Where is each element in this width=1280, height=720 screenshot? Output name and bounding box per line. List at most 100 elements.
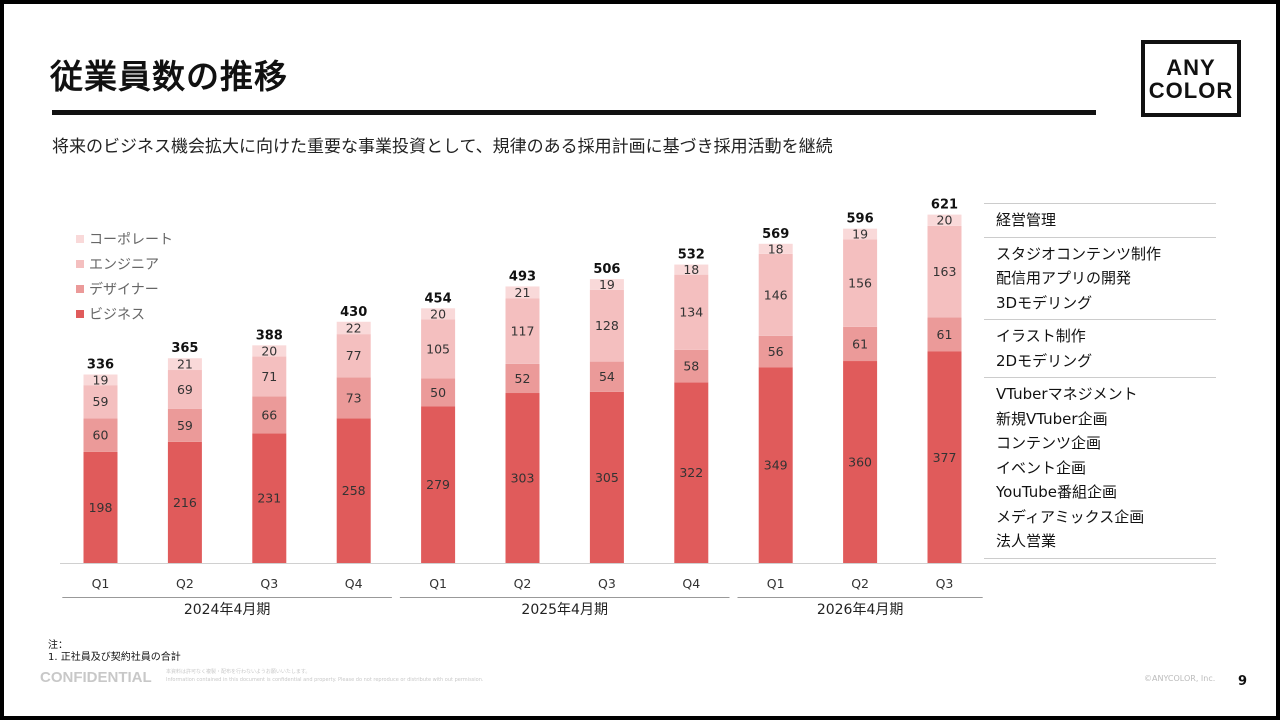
subtitle: 将来のビジネス機会拡大に向けた重要な事業投資として、規律のある採用計画に基づき採… xyxy=(52,137,833,157)
footnotes: 注： 1. 正社員及び契約社員の合計 xyxy=(48,640,181,664)
bar-segment xyxy=(167,408,202,442)
bar-segment xyxy=(336,321,371,335)
segment-value-label: 77 xyxy=(346,348,362,363)
bar-total-label: 365 xyxy=(171,341,198,356)
x-tick-label: Q3 xyxy=(598,576,616,591)
note-1: 1. 正社員及び契約社員の合計 xyxy=(48,652,181,663)
slide: 従業員数の推移 ANY COLOR 将来のビジネス機会拡大に向けた重要な事業投資… xyxy=(4,4,1276,716)
bar-segment xyxy=(336,334,371,378)
bar-segment xyxy=(167,370,202,409)
bar-segment xyxy=(843,239,878,327)
bar-total-label: 596 xyxy=(847,212,874,227)
category-item: 経営管理 xyxy=(996,211,1057,229)
bar-segment xyxy=(843,326,878,362)
bar-segment xyxy=(167,358,202,371)
legend-swatch-corporate xyxy=(76,234,84,243)
x-tick-label: Q4 xyxy=(345,576,363,591)
category-group-designer: イラスト制作 2Dモデリング xyxy=(984,319,1216,377)
period-label: 2024年4月期 xyxy=(184,602,271,618)
bar-segment xyxy=(252,396,287,434)
copyright: ©ANYCOLOR, Inc. xyxy=(1144,674,1216,683)
segment-value-label: 19 xyxy=(599,277,615,292)
bar-segment xyxy=(252,356,287,397)
bar-segment xyxy=(843,228,878,240)
bar-segment xyxy=(83,451,118,563)
category-panel-bottom-rule xyxy=(984,557,1216,559)
logo-line2: COLOR xyxy=(1148,77,1234,103)
bar-segment xyxy=(421,308,456,320)
category-group-corporate: 経営管理 xyxy=(984,203,1216,237)
bar-segment xyxy=(758,253,793,336)
bar-total-label: 454 xyxy=(425,291,452,306)
legend-item-engineer: エンジニア xyxy=(76,251,173,276)
bar-total-label: 569 xyxy=(762,227,789,242)
segment-value-label: 117 xyxy=(511,324,535,339)
bar-segment xyxy=(505,393,540,563)
category-item: 3Dモデリング xyxy=(996,293,1093,312)
segment-value-label: 231 xyxy=(257,491,281,506)
category-item: メディアミックス企画 xyxy=(996,507,1145,526)
bar-segment xyxy=(83,385,118,419)
bar-segment xyxy=(83,374,118,386)
segment-value-label: 52 xyxy=(515,371,531,386)
bar-segment xyxy=(83,418,118,452)
bar-segment xyxy=(589,391,624,563)
bar-segment xyxy=(674,382,709,563)
category-item: 2Dモデリング xyxy=(996,351,1093,370)
segment-value-label: 163 xyxy=(933,264,957,279)
segment-value-label: 20 xyxy=(430,306,446,321)
logo-line1: ANY xyxy=(1166,54,1216,80)
page-number: 9 xyxy=(1238,674,1248,689)
bar-segment xyxy=(589,289,624,362)
bar-segment xyxy=(674,349,709,383)
bar-segment xyxy=(252,433,287,563)
note-heading: 注： xyxy=(48,640,68,651)
bar-segment xyxy=(589,279,624,290)
segment-value-label: 216 xyxy=(173,495,197,510)
x-tick-label: Q3 xyxy=(936,576,954,591)
x-tick-label: Q1 xyxy=(767,576,785,591)
segment-value-label: 360 xyxy=(848,455,872,470)
segment-value-label: 21 xyxy=(515,285,531,300)
x-tick-label: Q2 xyxy=(514,576,532,591)
bar-segment xyxy=(421,378,456,407)
legend-item-designer: デザイナー xyxy=(76,276,173,301)
legend-label-business: ビジネス xyxy=(89,306,145,323)
segment-value-label: 19 xyxy=(852,226,868,241)
segment-value-label: 18 xyxy=(768,241,784,256)
segment-value-label: 54 xyxy=(599,369,615,384)
bar-segment xyxy=(927,225,962,318)
segment-value-label: 21 xyxy=(177,357,193,372)
category-item: VTuberマネジメント xyxy=(996,385,1138,403)
segment-value-label: 50 xyxy=(430,385,446,400)
bar-segment xyxy=(927,317,962,352)
bar-segment xyxy=(421,319,456,379)
bar-segment xyxy=(674,264,709,275)
confidential-disclaimer-ja: 本資料は許可なく複製・配布を行わないようお願いいたします。 xyxy=(166,669,311,675)
category-item: 配信用アプリの開発 xyxy=(996,269,1132,287)
bar-total-label: 388 xyxy=(256,328,283,343)
segment-value-label: 60 xyxy=(93,428,109,443)
x-tick-label: Q2 xyxy=(176,576,194,591)
bar-total-label: 532 xyxy=(678,248,705,263)
x-tick-label: Q1 xyxy=(429,576,447,591)
bar-segment xyxy=(336,418,371,563)
chart-legend: コーポレート エンジニア デザイナー ビジネス xyxy=(76,226,173,326)
category-item: スタジオコンテンツ制作 xyxy=(996,244,1162,263)
category-group-business: VTuberマネジメント 新規VTuber企画 コンテンツ企画 イベント企画 Y… xyxy=(984,377,1216,558)
category-item: 法人営業 xyxy=(996,532,1057,550)
segment-value-label: 61 xyxy=(937,327,953,342)
x-tick-label: Q1 xyxy=(92,576,110,591)
legend-swatch-designer xyxy=(76,284,84,293)
legend-label-corporate: コーポレート xyxy=(89,231,173,248)
period-label: 2026年4月期 xyxy=(817,602,904,618)
employee-stacked-bar-chart: 198605919336Q1216596921365Q2231667120388… xyxy=(60,198,1216,618)
legend-label-designer: デザイナー xyxy=(89,281,159,298)
confidential-disclaimer: 本資料は許可なく複製・配布を行わないようお願いいたします。 Informatio… xyxy=(166,668,483,684)
bar-segment xyxy=(505,298,540,364)
segment-value-label: 66 xyxy=(261,407,277,422)
segment-value-label: 146 xyxy=(764,287,788,302)
segment-value-label: 377 xyxy=(933,450,957,465)
bar-segment xyxy=(421,406,456,563)
category-item: イラスト制作 xyxy=(996,327,1086,345)
